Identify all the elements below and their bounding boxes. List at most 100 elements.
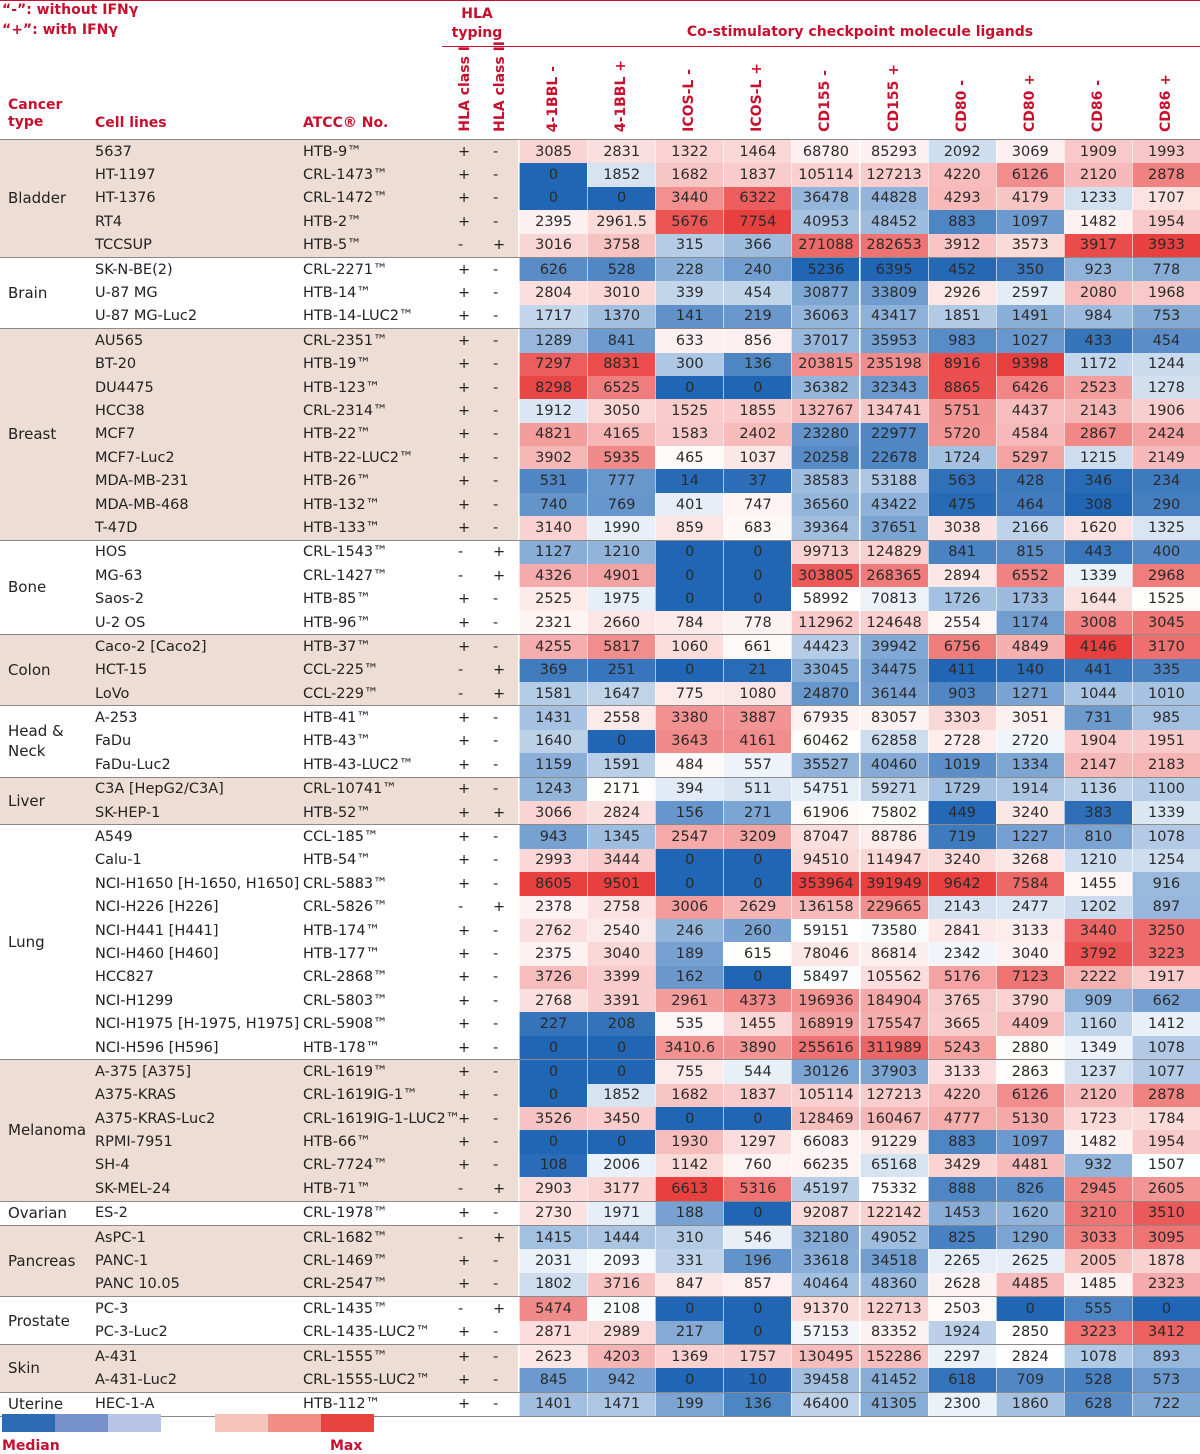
value-cell: 2147 — [1063, 753, 1132, 777]
value-cell: 2031 — [519, 1249, 588, 1273]
value-cell: 2108 — [587, 1297, 656, 1321]
value-cell: 0 — [723, 965, 792, 990]
table-row: FaDu-Luc2 HTB-43-LUC2™ + - 1159 1591 484 557 355… — [0, 753, 1200, 777]
table-row: HEC-1-A HTB-112™ + - 1401 1471 199 136 46400 4130… — [0, 1392, 1200, 1417]
value-cell: 1855 — [723, 399, 792, 423]
value-cell: 3133 — [995, 918, 1064, 943]
legend-high-swatch — [215, 1414, 268, 1432]
value-cell: 219 — [723, 304, 792, 329]
value-cell: 4437 — [995, 399, 1064, 423]
table-row: MG-63 CRL-1427™ - +4326 4901 0 0 303805 268365 28… — [0, 564, 1200, 588]
hla-class2-value: - — [493, 143, 499, 160]
hla-class2-value: - — [493, 402, 499, 419]
value-cell: 1954 — [1131, 210, 1200, 234]
value-cell: 3177 — [587, 1177, 656, 1201]
value-cell: 21 — [723, 658, 792, 682]
value-cell: 3440 — [1063, 918, 1132, 943]
value-cell: 112962 — [791, 610, 860, 635]
value-cell: 5817 — [587, 635, 656, 659]
value-cell: 127213 — [859, 163, 928, 187]
value-cell: 740 — [519, 492, 588, 517]
hla-class1-value: + — [458, 1205, 471, 1222]
value-cell: 235198 — [859, 352, 928, 376]
table-row: A-431-Luc2 CRL-1555-LUC2™ + - 845 942 0 10 39458… — [0, 1368, 1200, 1392]
value-cell: 810 — [1063, 825, 1132, 849]
value-cell: 2375 — [519, 942, 588, 966]
value-cell: 66235 — [791, 1153, 860, 1178]
value-cell: 315 — [655, 233, 724, 257]
cell-line-name: SK-MEL-24 — [95, 1180, 171, 1197]
value-cell: 3268 — [995, 848, 1064, 873]
cell-line-name: MDA-MB-468 — [95, 496, 189, 513]
value-cell: 5474 — [519, 1297, 588, 1321]
value-cell: 760 — [723, 1153, 792, 1178]
value-cell: 528 — [1063, 1368, 1132, 1392]
hla-class2-value: - — [493, 356, 499, 373]
value-cell: 127213 — [859, 1083, 928, 1108]
cancer-group: Head & Neck A-253 HTB-41™ + - 1431 2558 3380 388… — [0, 705, 1200, 777]
hla-class2-value: - — [493, 756, 499, 773]
hla-class1-value: + — [458, 261, 471, 278]
value-cell: 2758 — [587, 895, 656, 919]
value-cell: 3016 — [519, 233, 588, 257]
cancer-type-label: Lung — [8, 933, 45, 952]
value-cell: 1078 — [1063, 1344, 1132, 1369]
hla-class1-value: + — [458, 167, 471, 184]
value-cell: 923 — [1063, 257, 1132, 282]
value-cell: 943 — [519, 825, 588, 849]
atcc-number: HTB-5™ — [303, 237, 362, 254]
value-cell: 0 — [655, 872, 724, 896]
value-cell: 1060 — [655, 635, 724, 659]
header-cell-lines: Cell lines — [95, 115, 167, 131]
value-cell: 2143 — [927, 895, 996, 919]
value-cell: 156 — [655, 800, 724, 825]
value-cell: 3010 — [587, 281, 656, 305]
header-value-col: CD80 - — [953, 79, 970, 132]
cell-line-name: AsPC-1 — [95, 1229, 146, 1246]
atcc-number: HTB-52™ — [303, 804, 371, 821]
value-cell: 1415 — [519, 1225, 588, 1250]
table-row: Saos-2 HTB-85™ + -2525 1975 0 0 58992 70813 1726 1… — [0, 587, 1200, 611]
value-cell: 3643 — [655, 729, 724, 754]
header-value-col: ICOS-L + — [749, 63, 766, 132]
value-cell: 4220 — [927, 1083, 996, 1108]
hla-class1-value: + — [458, 992, 471, 1009]
header-value-col: ICOS-L - — [681, 69, 698, 132]
cell-line-name: ES-2 — [95, 1205, 128, 1222]
hla-typing-title: HLA typing — [451, 6, 503, 41]
cancer-group: Melanoma A-375 [A375] CRL-1619™ + -0 0 755 544 3… — [0, 1059, 1200, 1201]
value-cell: 2623 — [519, 1344, 588, 1369]
value-cell: 1401 — [519, 1392, 588, 1417]
value-cell: 2005 — [1063, 1249, 1132, 1273]
hla-class2-value: - — [493, 496, 499, 513]
value-cell: 0 — [587, 1130, 656, 1154]
value-cell: 3510 — [1131, 1201, 1200, 1225]
value-cell: 3303 — [927, 706, 996, 730]
hla-class1-value: + — [458, 804, 471, 821]
atcc-number: HTB-26™ — [303, 473, 371, 490]
value-cell: 61906 — [791, 800, 860, 825]
value-cell: 124648 — [859, 610, 928, 635]
value-cell: 33809 — [859, 281, 928, 305]
value-cell: 1525 — [655, 399, 724, 423]
value-cell: 859 — [655, 516, 724, 540]
cell-line-name: BT-20 — [95, 356, 137, 373]
hla-class1-value: + — [458, 1348, 471, 1365]
value-cell: 0 — [519, 186, 588, 211]
value-cell: 826 — [995, 1177, 1064, 1201]
value-cell: 30126 — [791, 1060, 860, 1084]
value-cell: 5676 — [655, 210, 724, 234]
costim-title: Co-stimulatory checkpoint molecule ligan… — [686, 24, 1034, 40]
atcc-number: CRL-7724™ — [303, 1157, 388, 1174]
hla-class2-value: - — [493, 591, 499, 608]
hla-class2-value: - — [493, 261, 499, 278]
value-cell: 3050 — [587, 399, 656, 423]
value-cell: 1027 — [995, 329, 1064, 353]
value-cell: 2093 — [587, 1249, 656, 1273]
value-cell: 1160 — [1063, 1012, 1132, 1036]
value-cell: 6613 — [655, 1177, 724, 1201]
value-cell: 441 — [1063, 658, 1132, 682]
value-cell: 2597 — [995, 281, 1064, 305]
header-hla-class2: HLA class II — [492, 41, 508, 132]
value-cell: 2092 — [927, 140, 996, 164]
